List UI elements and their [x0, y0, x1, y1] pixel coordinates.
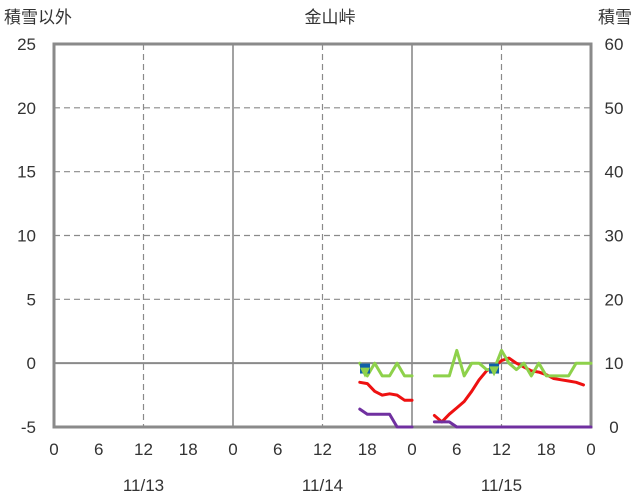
plot-border [52, 42, 593, 429]
y-right-tick-label: 40 [605, 163, 624, 182]
x-tick-label: 6 [452, 440, 461, 459]
series-line-0 [358, 380, 414, 402]
series-line-2 [432, 420, 593, 429]
date-label: 11/13 [123, 476, 164, 495]
y-right-tick-label: 20 [605, 290, 624, 309]
x-tick-label: 0 [49, 440, 58, 459]
x-tick-label: 6 [94, 440, 103, 459]
triangle-marker [489, 366, 500, 377]
x-tick-label: 6 [273, 440, 282, 459]
x-tick-label: 12 [492, 440, 511, 459]
y-left-tick-label: 0 [27, 354, 36, 373]
y-left-tick-label: 20 [17, 99, 36, 118]
y-right-tick-label: 60 [605, 35, 624, 54]
y-left-tick-label: 10 [17, 227, 36, 246]
y-right-tick-label: 0 [609, 418, 618, 437]
x-tick-label: 18 [358, 440, 377, 459]
y-right-tick-label: 10 [605, 354, 624, 373]
triangle-marker [360, 367, 371, 378]
series-line-1 [358, 361, 414, 378]
y-left-tick-label: -5 [21, 418, 36, 437]
x-tick-label: 0 [228, 440, 237, 459]
x-tick-label: 18 [537, 440, 556, 459]
plot-frame [52, 42, 593, 429]
date-label: 11/15 [481, 476, 522, 495]
y-left-tick-label: 15 [17, 163, 36, 182]
y-right-tick-label: 30 [605, 227, 624, 246]
chart-title: 金山峠 [305, 8, 356, 28]
x-tick-label: 12 [134, 440, 153, 459]
series-line-1 [432, 348, 593, 378]
x-tick-label: 18 [179, 440, 198, 459]
right-axis-title: 積雪 [598, 8, 632, 28]
y-left-tick-label: 5 [27, 290, 36, 309]
y-right-tick-label: 50 [605, 99, 624, 118]
y-left-tick-label: 25 [17, 35, 36, 54]
x-tick-label: 12 [313, 440, 332, 459]
series-line-2 [358, 407, 414, 429]
x-tick-label: 0 [407, 440, 416, 459]
series-layer [358, 348, 593, 429]
series-line-0 [432, 356, 585, 424]
left-axis-title: 積雪以外 [4, 8, 72, 28]
grid [54, 44, 591, 427]
marker-layer [360, 363, 500, 378]
x-tick-label: 0 [586, 440, 595, 459]
date-label: 11/14 [302, 476, 343, 495]
